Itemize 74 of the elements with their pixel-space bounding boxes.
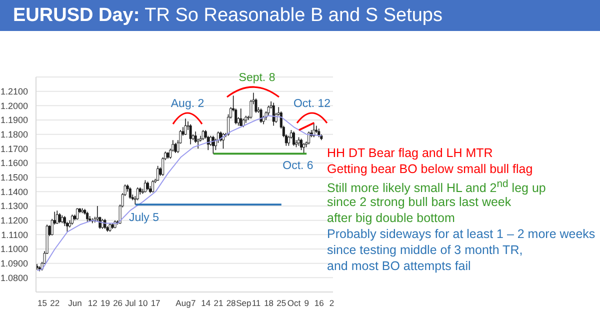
candlestick	[292, 131, 295, 146]
y-tick-label: 1.1300	[0, 201, 28, 212]
annotation: July 5	[128, 211, 160, 225]
candlestick	[144, 180, 146, 193]
x-tick-label: 25	[276, 298, 286, 308]
x-tick-label: 22	[50, 298, 60, 308]
y-tick-label: 1.0800	[0, 272, 28, 283]
candlestick	[267, 105, 270, 116]
x-tick-label: Aug	[176, 298, 192, 308]
x-tick-label: 9	[304, 298, 310, 308]
y-tick-label: 1.0900	[0, 258, 28, 269]
y-tick-label: 1.1600	[0, 158, 28, 168]
annotation: Sept. 8	[238, 71, 276, 85]
x-tick-label: 15	[38, 298, 48, 308]
candlestick	[136, 186, 139, 201]
candlestick	[302, 142, 306, 154]
x-tick-label: 14	[201, 298, 211, 308]
x-tick-label: 17	[150, 298, 161, 308]
annotation: since testing middle of 3 month TR,	[327, 242, 523, 258]
candlestick	[128, 186, 132, 200]
x-tick-label: Jun	[68, 298, 82, 308]
y-tick-label: 1.2000	[0, 100, 28, 111]
x-tick-label: 26	[113, 298, 123, 308]
y-tick-label: 1.1800	[0, 130, 28, 140]
x-tick-label: 21	[214, 298, 224, 308]
y-tick-label: 1.1100	[1, 230, 28, 240]
x-tick-label: 7	[190, 298, 196, 308]
candlestick	[260, 108, 262, 124]
y-tick-label: 1.1400	[0, 186, 28, 197]
candlestick	[76, 208, 79, 220]
annotation: Still more likely small HL and 2$^{nd}$ leg up	[327, 178, 546, 197]
candlestick	[174, 142, 177, 154]
annotation: Getting bear BO below small bull flag	[327, 161, 533, 178]
annotation: Oct. 6	[282, 159, 314, 173]
x-tick-label: 19	[100, 298, 110, 308]
candlestick	[70, 214, 74, 226]
annotation: Oct. 12	[293, 97, 331, 111]
candlestick	[152, 180, 154, 193]
y-tick-label: 1.1200	[0, 216, 28, 226]
candlestick	[308, 131, 310, 145]
x-tick-label: Jul	[124, 298, 136, 308]
x-tick-label: 16	[314, 298, 324, 308]
chart-title: EURUSD Day: TR So Reasonable B and S Setups	[0, 0, 600, 31]
x-tick-label: Oct	[287, 298, 302, 308]
y-tick-label: 1.1700	[0, 144, 28, 154]
annotation: HH DT Bear flag and LH MTR	[327, 145, 493, 161]
annotation: Probably sideways for at least 1 – 2 more weeks	[327, 226, 596, 242]
candlestick	[300, 138, 303, 150]
x-tick-label: 10	[138, 298, 148, 308]
candlestick	[86, 211, 89, 222]
y-tick-label: 1.1000	[0, 244, 28, 254]
candlestick	[184, 118, 187, 136]
y-tick-label: 1.2100	[0, 86, 28, 97]
candlestick	[202, 130, 204, 140]
annotation: and most BO attempts fail	[327, 258, 471, 274]
candlestick	[312, 122, 316, 138]
x-tick-label: 2	[329, 298, 334, 308]
x-tick-label: 28	[226, 298, 236, 308]
candlestick	[189, 124, 192, 145]
y-tick-label: 1.1900	[0, 115, 28, 126]
annotation: after big double bottom	[327, 210, 455, 226]
line-series	[36, 115, 322, 271]
candlestick	[56, 210, 58, 224]
x-tick-label: 11	[252, 298, 261, 308]
candlestick	[272, 102, 275, 126]
candlestick	[240, 108, 242, 126]
x-tick-label: 18	[264, 298, 274, 308]
annotation: since 2 strong bull bars last week	[327, 194, 512, 210]
x-tick-label: Sep	[236, 298, 252, 308]
candlestick	[58, 212, 61, 224]
x-tick-label: 12	[88, 298, 98, 308]
candlestick	[156, 165, 160, 182]
annotation: Aug. 2	[170, 97, 204, 111]
y-tick-label: 1.1500	[0, 172, 28, 183]
